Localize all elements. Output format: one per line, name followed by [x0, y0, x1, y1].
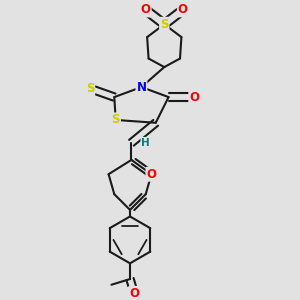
Text: S: S — [160, 18, 169, 31]
Text: O: O — [129, 287, 139, 300]
Text: O: O — [146, 168, 156, 181]
Text: N: N — [136, 81, 146, 94]
Text: O: O — [141, 4, 151, 16]
Text: H: H — [141, 138, 150, 148]
Text: S: S — [86, 82, 94, 95]
Text: O: O — [189, 91, 199, 103]
Text: S: S — [112, 113, 120, 126]
Text: O: O — [178, 4, 188, 16]
